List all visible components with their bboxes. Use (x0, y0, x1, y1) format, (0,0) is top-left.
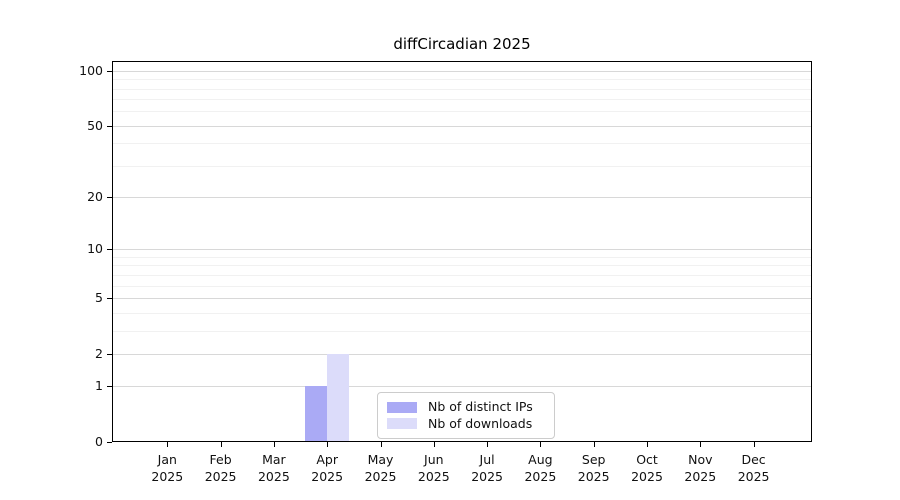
x-tick-label: Aug 2025 (524, 452, 557, 484)
gridline-minor (112, 330, 812, 332)
x-axis-tick (433, 442, 435, 447)
x-tick-label: Apr 2025 (311, 452, 344, 484)
y-tick-label: 2 (95, 345, 103, 361)
y-tick-label: 100 (79, 62, 103, 78)
gridline-minor (112, 285, 812, 287)
x-tick-label: Nov 2025 (684, 452, 717, 484)
y-axis-tick (107, 386, 112, 388)
legend-label-downloads: Nb of downloads (428, 415, 533, 431)
x-axis-tick (647, 442, 648, 447)
y-tick-label: 20 (87, 188, 103, 204)
x-tick-label: Mar 2025 (257, 452, 290, 484)
legend-swatch-distinct-ips (387, 401, 417, 413)
gridline-minor (112, 312, 812, 314)
x-axis-tick (593, 442, 595, 447)
gridline-minor (112, 265, 812, 267)
y-axis-tick (107, 442, 112, 443)
y-axis-tick (107, 197, 112, 199)
x-axis-tick (327, 442, 329, 447)
y-tick-label: 0 (95, 433, 103, 449)
x-tick-label: Jan 2025 (151, 452, 184, 484)
x-axis-tick (220, 442, 222, 447)
gridline-major (112, 386, 812, 388)
gridline-minor (112, 274, 812, 276)
x-axis-tick (167, 442, 169, 447)
legend-item-downloads: Nb of downloads (387, 415, 554, 431)
y-axis-tick (107, 297, 112, 299)
bar-nb-of-distinct-ips (305, 386, 328, 442)
plot-area (112, 61, 812, 442)
x-tick-label: Jun 2025 (417, 452, 450, 484)
y-tick-label: 1 (95, 377, 103, 393)
x-tick-label: Sep 2025 (577, 452, 610, 484)
y-axis-tick (107, 125, 112, 127)
gridline-major (112, 70, 812, 72)
gridline-major (112, 125, 812, 127)
gridline-major (112, 353, 812, 355)
gridline-minor (112, 143, 812, 145)
bar-nb-of-downloads (327, 353, 350, 442)
y-tick-label: 5 (95, 289, 103, 305)
x-tick-label: Feb 2025 (204, 452, 237, 484)
y-axis-tick (107, 353, 112, 355)
x-tick-label: May 2025 (364, 452, 397, 484)
legend-label-distinct-ips: Nb of distinct IPs (428, 399, 533, 414)
x-axis-tick (273, 442, 275, 447)
x-axis-tick (487, 442, 489, 447)
gridline-major (112, 197, 812, 199)
y-tick-label: 10 (87, 240, 103, 256)
legend-item-distinct-ips: Nb of distinct IPs (387, 399, 554, 414)
gridline-minor (112, 165, 812, 167)
x-axis-tick (380, 442, 382, 447)
gridline-minor (112, 99, 812, 101)
chart-title: diffCircadian 2025 (393, 35, 531, 53)
gridline-major (112, 297, 812, 299)
gridline-minor (112, 79, 812, 81)
gridline-minor (112, 88, 812, 90)
gridline-minor (112, 256, 812, 258)
y-axis-tick (107, 70, 112, 72)
x-tick-label: Jul 2025 (471, 452, 503, 484)
x-axis-tick (540, 442, 542, 447)
x-axis-tick (700, 442, 702, 447)
legend-swatch-downloads (387, 418, 417, 430)
y-tick-label: 50 (87, 117, 103, 133)
x-tick-label: Dec 2025 (737, 452, 770, 484)
x-tick-label: Oct 2025 (631, 452, 663, 484)
legend: Nb of distinct IPs Nb of downloads (377, 392, 555, 439)
y-axis-tick (107, 249, 112, 251)
gridline-minor (112, 111, 812, 113)
gridline-major (112, 249, 812, 251)
x-axis-tick (753, 442, 755, 447)
